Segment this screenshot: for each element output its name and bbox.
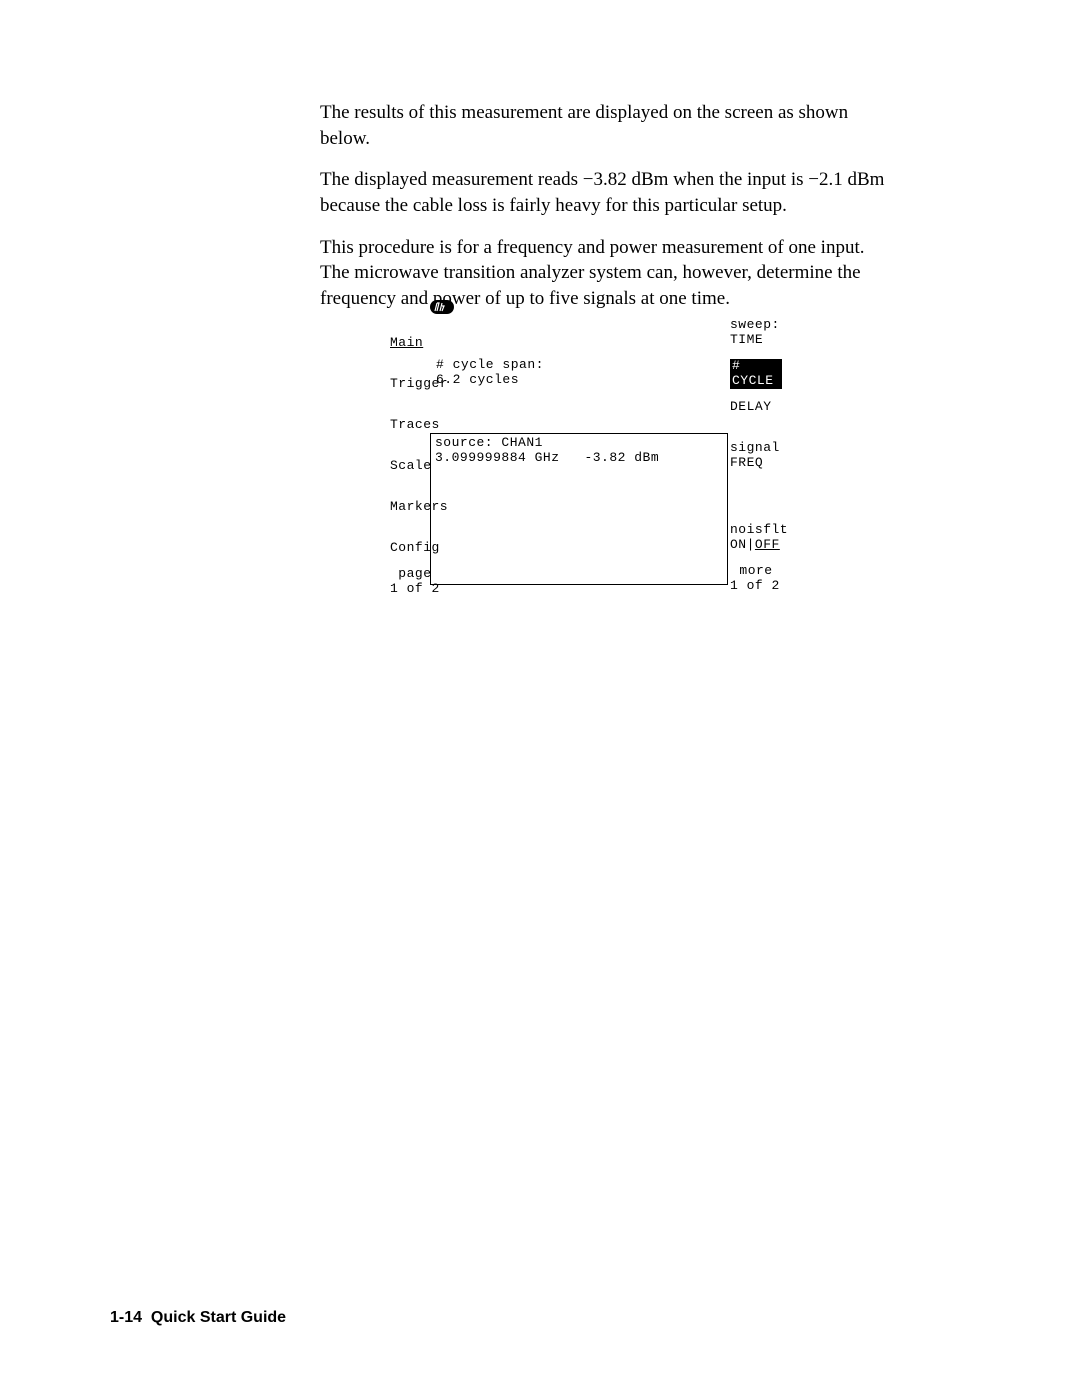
page-number: 1-14 (110, 1309, 142, 1326)
signal-label-1: signal (730, 441, 782, 456)
measurement-text: source: CHAN1 3.099999884 GHz -3.82 dBm (435, 436, 659, 466)
softkey-noisflt[interactable]: noisflt ON|OFF (730, 523, 782, 564)
more-page: 1 of 2 (730, 579, 782, 594)
source-line: source: CHAN1 (435, 436, 659, 451)
frequency-value: 3.099999884 GHz (435, 450, 560, 465)
signal-label-2: FREQ (730, 456, 782, 471)
more-label: more (730, 564, 782, 579)
softkey-signal-freq[interactable]: signal FREQ (730, 441, 782, 482)
guide-title: Quick Start Guide (151, 1309, 286, 1326)
softkey-cycle[interactable]: # CYCLE (730, 359, 782, 400)
instrument-screenshot: Main Trigger Traces Scale Markers Config… (390, 298, 790, 598)
noisflt-toggle: ON|OFF (730, 538, 782, 553)
softkey-sweep[interactable]: sweep: TIME (730, 318, 782, 359)
menu-main[interactable]: Main (390, 322, 440, 363)
cycle-span-value: 6.2 cycles (436, 373, 544, 388)
cycle-span-readout: # cycle span: 6.2 cycles (436, 358, 544, 388)
paragraph-1: The results of this measurement are disp… (320, 100, 890, 151)
right-softkey-menu: sweep: TIME # CYCLE DELAY signal FREQ no… (730, 318, 782, 605)
sweep-value: TIME (730, 333, 782, 348)
noisflt-label: noisflt (730, 523, 782, 538)
delay-label: DELAY (730, 399, 772, 414)
cycle-span-label: # cycle span: (436, 358, 544, 373)
menu-trigger[interactable]: Trigger (390, 363, 440, 404)
softkey-spacer-1 (730, 482, 782, 523)
sweep-label: sweep: (730, 318, 782, 333)
freq-power-line: 3.099999884 GHz -3.82 dBm (435, 451, 659, 466)
measurement-display-box: source: CHAN1 3.099999884 GHz -3.82 dBm (430, 433, 728, 585)
hp-logo-icon (430, 300, 454, 314)
cycle-highlight: # CYCLE (730, 359, 782, 389)
softkey-delay[interactable]: DELAY (730, 400, 782, 441)
paragraph-2: The displayed measurement reads −3.82 dB… (320, 167, 890, 218)
body-text: The results of this measurement are disp… (320, 100, 890, 327)
page-footer: 1-14 Quick Start Guide (110, 1309, 286, 1327)
softkey-more[interactable]: more 1 of 2 (730, 564, 782, 605)
power-value: -3.82 dBm (584, 450, 659, 465)
